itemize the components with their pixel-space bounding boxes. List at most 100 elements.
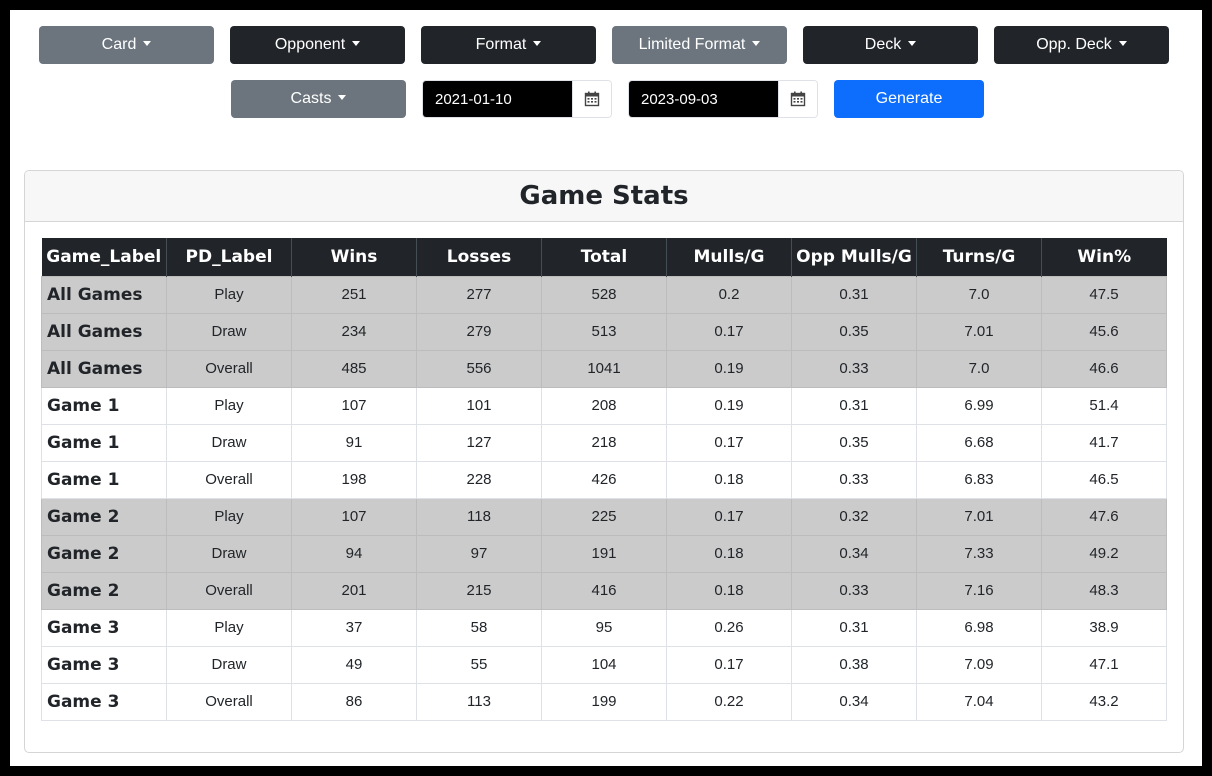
table-cell: 0.2 (666, 275, 792, 314)
card-dropdown[interactable]: Card (39, 26, 214, 64)
table-cell: 0.17 (666, 645, 792, 684)
table-body: All Games Play 251 277 528 0.2 0.31 7.0 47.5 All … (41, 275, 1167, 721)
opponent-dropdown[interactable]: Opponent (230, 26, 405, 64)
table-cell: 556 (416, 349, 542, 388)
end-date-input[interactable] (629, 81, 778, 117)
table-cell: 7.01 (916, 312, 1042, 351)
limited-format-dropdown[interactable]: Limited Format (612, 26, 787, 64)
column-header[interactable]: Losses (416, 238, 542, 276)
table-cell: Overall (166, 682, 292, 721)
table-cell: 37 (291, 608, 417, 647)
column-header[interactable]: Wins (291, 238, 417, 276)
table-cell: 0.38 (791, 645, 917, 684)
table-cell: 127 (416, 423, 542, 462)
table-cell: 7.0 (916, 275, 1042, 314)
caret-down-icon (352, 41, 361, 46)
table-cell: 416 (541, 571, 667, 610)
opp-deck-dropdown[interactable]: Opp. Deck (994, 26, 1169, 64)
table-cell: 279 (416, 312, 542, 351)
table-cell: Play (166, 386, 292, 425)
column-header[interactable]: Total (541, 238, 667, 276)
table-cell: 118 (416, 497, 542, 536)
table-row: Game 1 Overall 198 228 426 0.18 0.33 6.83 46.5 (41, 460, 1167, 499)
card-title: Game Stats (25, 171, 1183, 222)
table-cell: 234 (291, 312, 417, 351)
table-cell: 0.33 (791, 460, 917, 499)
table-cell: Draw (166, 423, 292, 462)
table-cell: Draw (166, 312, 292, 351)
table-cell: 0.19 (666, 386, 792, 425)
deck-dropdown[interactable]: Deck (803, 26, 978, 64)
table-cell: 0.19 (666, 349, 792, 388)
table-cell: 191 (541, 534, 667, 573)
table-row: Game 3 Overall 86 113 199 0.22 0.34 7.04 43.2 (41, 682, 1167, 721)
table-cell: 0.31 (791, 275, 917, 314)
table-row: Game 1 Play 107 101 208 0.19 0.31 6.99 51.4 (41, 386, 1167, 425)
table-cell: 104 (541, 645, 667, 684)
table-cell: 1041 (541, 349, 667, 388)
column-header[interactable]: Mulls/G (666, 238, 792, 276)
table-cell: 94 (291, 534, 417, 573)
table-cell: 0.31 (791, 608, 917, 647)
column-header[interactable]: Game_Label (41, 238, 167, 276)
table-cell: 6.98 (916, 608, 1042, 647)
table-cell: 49.2 (1041, 534, 1167, 573)
table-cell: 91 (291, 423, 417, 462)
table-cell: 95 (541, 608, 667, 647)
opponent-dropdown-label: Opponent (274, 36, 346, 53)
row-label-cell: Game 2 (41, 534, 167, 573)
table-cell: 47.6 (1041, 497, 1167, 536)
start-date-calendar-button[interactable] (572, 81, 611, 117)
game-stats-card: Game Stats Game_Label PD_Label Wins Loss… (24, 170, 1184, 753)
table-cell: 0.18 (666, 460, 792, 499)
card-dropdown-label: Card (101, 36, 137, 53)
end-date-calendar-button[interactable] (778, 81, 817, 117)
table-cell: 0.35 (791, 423, 917, 462)
opp-deck-dropdown-label: Opp. Deck (1036, 36, 1112, 53)
table-cell: 0.34 (791, 534, 917, 573)
table-cell: 7.0 (916, 349, 1042, 388)
table-row: Game 3 Play 37 58 95 0.26 0.31 6.98 38.9 (41, 608, 1167, 647)
table-cell: Overall (166, 349, 292, 388)
table-cell: 97 (416, 534, 542, 573)
column-header[interactable]: Opp Mulls/G (791, 238, 917, 276)
row-label-cell: Game 1 (41, 423, 167, 462)
table-cell: 41.7 (1041, 423, 1167, 462)
table-row: Game 3 Draw 49 55 104 0.17 0.38 7.09 47.1 (41, 645, 1167, 684)
table-cell: 0.22 (666, 682, 792, 721)
table-cell: 7.16 (916, 571, 1042, 610)
table-cell: 6.68 (916, 423, 1042, 462)
format-dropdown[interactable]: Format (421, 26, 596, 64)
table-row: Game 2 Overall 201 215 416 0.18 0.33 7.16 48.3 (41, 571, 1167, 610)
row-label-cell: Game 3 (41, 682, 167, 721)
table-cell: 251 (291, 275, 417, 314)
column-header[interactable]: PD_Label (166, 238, 292, 276)
table-cell: 58 (416, 608, 542, 647)
start-date-input[interactable] (423, 81, 572, 117)
table-cell: 0.26 (666, 608, 792, 647)
row-label-cell: Game 1 (41, 386, 167, 425)
table-cell: Draw (166, 534, 292, 573)
table-cell: 113 (416, 682, 542, 721)
table-cell: 0.32 (791, 497, 917, 536)
generate-button-label: Generate (875, 90, 943, 107)
deck-dropdown-label: Deck (864, 36, 902, 53)
table-cell: 225 (541, 497, 667, 536)
table-row: Game 2 Play 107 118 225 0.17 0.32 7.01 47.6 (41, 497, 1167, 536)
table-cell: 199 (541, 682, 667, 721)
table-cell: 0.33 (791, 571, 917, 610)
casts-dropdown-label: Casts (290, 90, 332, 107)
table-cell: 0.18 (666, 571, 792, 610)
limited-format-dropdown-label: Limited Format (638, 36, 746, 53)
table-cell: 6.83 (916, 460, 1042, 499)
row-label-cell: All Games (41, 312, 167, 351)
column-header[interactable]: Win% (1041, 238, 1167, 276)
table-cell: 208 (541, 386, 667, 425)
row-label-cell: All Games (41, 349, 167, 388)
table-cell: 426 (541, 460, 667, 499)
generate-button[interactable]: Generate (834, 80, 984, 118)
table-row: All Games Overall 485 556 1041 0.19 0.33 7.0 46.… (41, 349, 1167, 388)
column-header[interactable]: Turns/G (916, 238, 1042, 276)
casts-dropdown[interactable]: Casts (231, 80, 406, 118)
start-date-group (422, 80, 612, 118)
